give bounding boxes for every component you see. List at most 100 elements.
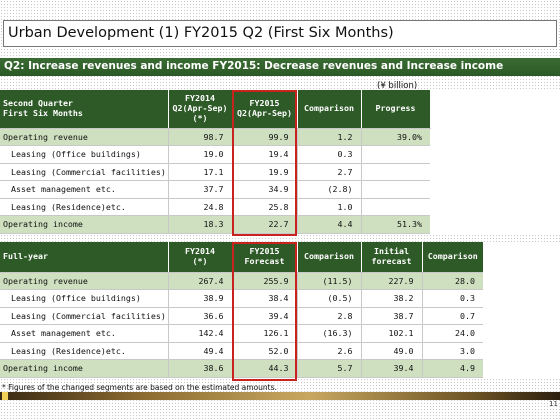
cell-fy2014: 17.1 bbox=[167, 163, 232, 181]
cell-progress bbox=[360, 145, 430, 164]
row-label: Operating revenue bbox=[0, 272, 168, 290]
cell-initial: 38.2 bbox=[360, 289, 422, 308]
row-label: Asset management etc. bbox=[0, 180, 168, 199]
gold-accent-square bbox=[2, 392, 8, 400]
full-year-table: Full-year FY2014 (*) FY2015 Forecast Compar… bbox=[0, 242, 560, 378]
q2-table-row: Leasing (Office buildings) 19.0 19.4 0.3 bbox=[0, 145, 560, 164]
banner-text: Q2: Increase revenues and income FY2015:… bbox=[4, 60, 504, 72]
row-label: Asset management etc. bbox=[0, 324, 168, 343]
row-label: Operating income bbox=[0, 215, 168, 234]
cell-progress bbox=[360, 198, 430, 216]
fy-header-cell: Comparison bbox=[421, 242, 483, 273]
cell-fy2014: 142.4 bbox=[167, 324, 232, 343]
fy-header-cell: FY2014 (*) bbox=[167, 242, 232, 273]
cell-fy2014: 98.7 bbox=[167, 128, 232, 146]
q2-table-row: Operating income 18.3 22.7 4.4 51.3% bbox=[0, 215, 560, 234]
cell-comparison: 2.6 bbox=[296, 342, 361, 360]
cell-comparison2: 0.3 bbox=[421, 289, 483, 308]
fy2015-q2-highlight-box bbox=[232, 90, 297, 236]
cell-fy2014: 267.4 bbox=[167, 272, 232, 290]
row-label: Leasing (Office buildings) bbox=[0, 289, 168, 308]
q2-header-cell: Second Quarter First Six Months bbox=[0, 90, 168, 129]
row-label: Leasing (Commercial facilities) bbox=[0, 163, 168, 181]
row-label: Leasing (Office buildings) bbox=[0, 145, 168, 164]
cell-comparison: 1.2 bbox=[296, 128, 361, 146]
cell-fy2014: 37.7 bbox=[167, 180, 232, 199]
fy-header-cell: Initial forecast bbox=[360, 242, 422, 273]
cell-comparison: (16.3) bbox=[296, 324, 361, 343]
cell-initial: 102.1 bbox=[360, 324, 422, 343]
cell-comparison2: 3.0 bbox=[421, 342, 483, 360]
cell-comparison: 4.4 bbox=[296, 215, 361, 234]
fy2015-forecast-highlight-box bbox=[232, 242, 297, 381]
cell-comparison2: 0.7 bbox=[421, 307, 483, 325]
cell-progress: 39.0% bbox=[360, 128, 430, 146]
fy-table-row: Operating income 38.6 44.3 5.7 39.4 4.9 bbox=[0, 359, 560, 378]
cell-fy2014: 38.9 bbox=[167, 289, 232, 308]
cell-progress bbox=[360, 163, 430, 181]
fy-header-cell: Full-year bbox=[0, 242, 168, 273]
fy-header-cell: Comparison bbox=[296, 242, 361, 273]
cell-progress bbox=[360, 180, 430, 199]
row-spacer bbox=[430, 198, 560, 216]
q2-header-cell: FY2015 Q2(Apr-Sep) bbox=[231, 90, 297, 129]
cell-fy2015: 22.7 bbox=[231, 215, 297, 234]
cell-initial: 227.9 bbox=[360, 272, 422, 290]
cell-fy2014: 38.6 bbox=[167, 359, 232, 378]
row-spacer bbox=[430, 181, 560, 199]
row-label: Leasing (Residence)etc. bbox=[0, 342, 168, 360]
section-banner: Q2: Increase revenues and income FY2015:… bbox=[0, 58, 560, 76]
cell-progress: 51.3% bbox=[360, 215, 430, 234]
row-label: Operating income bbox=[0, 359, 168, 378]
row-label: Operating revenue bbox=[0, 128, 168, 146]
footnote: * Figures of the changed segments are ba… bbox=[2, 383, 277, 392]
q2-header-row: Second Quarter First Six Months FY2014 Q2… bbox=[0, 90, 560, 129]
row-label: Leasing (Commercial facilities) bbox=[0, 307, 168, 325]
cell-fy2015: 255.9 bbox=[231, 272, 297, 290]
cell-comparison: 5.7 bbox=[296, 359, 361, 378]
cell-initial: 39.4 bbox=[360, 359, 422, 378]
q2-table-row: Leasing (Commercial facilities) 17.1 19.9 2… bbox=[0, 163, 560, 181]
cell-comparison: 0.3 bbox=[296, 145, 361, 164]
row-spacer bbox=[430, 216, 560, 234]
cell-fy2014: 49.4 bbox=[167, 342, 232, 360]
cell-fy2014: 36.6 bbox=[167, 307, 232, 325]
fy-table-row: Leasing (Residence)etc. 49.4 52.0 2.6 49.0 3.… bbox=[0, 342, 560, 360]
row-spacer bbox=[430, 163, 560, 181]
cell-comparison: (0.5) bbox=[296, 289, 361, 308]
cell-fy2014: 18.3 bbox=[167, 215, 232, 234]
q2-table-row: Asset management etc. 37.7 34.9 (2.8) bbox=[0, 180, 560, 199]
slide-title-box: Urban Development (1) FY2015 Q2 (First S… bbox=[3, 20, 557, 47]
slide-title: Urban Development (1) FY2015 Q2 (First S… bbox=[8, 25, 394, 41]
fy-table-row: Asset management etc. 142.4 126.1 (16.3) 102… bbox=[0, 324, 560, 343]
page-number: 11 bbox=[549, 400, 558, 408]
q2-results-table: Second Quarter First Six Months FY2014 Q2… bbox=[0, 90, 560, 234]
q2-header-cell: Progress bbox=[360, 90, 430, 129]
bottom-decorative-bar bbox=[0, 392, 560, 400]
q2-header-spacer bbox=[429, 90, 560, 128]
fy-table-row: Leasing (Commercial facilities) 36.6 39.4 2… bbox=[0, 307, 560, 325]
unit-note: (¥ billion) bbox=[377, 81, 418, 91]
cell-comparison: 1.0 bbox=[296, 198, 361, 216]
cell-comparison: 2.8 bbox=[296, 307, 361, 325]
full-year-header-row: Full-year FY2014 (*) FY2015 Forecast Compar… bbox=[0, 242, 560, 273]
cell-comparison: (2.8) bbox=[296, 180, 361, 199]
cell-fy2014: 19.0 bbox=[167, 145, 232, 164]
row-spacer bbox=[430, 146, 560, 164]
row-spacer bbox=[430, 128, 560, 146]
fy-table-row: Leasing (Office buildings) 38.9 38.4 (0.5) 3… bbox=[0, 289, 560, 308]
fy-table-row: Operating revenue 267.4 255.9 (11.5) 227.9 28… bbox=[0, 272, 560, 290]
cell-comparison2: 4.9 bbox=[421, 359, 483, 378]
fy-header-cell: FY2015 Forecast bbox=[231, 242, 297, 273]
q2-header-cell: Comparison bbox=[296, 90, 361, 129]
cell-initial: 38.7 bbox=[360, 307, 422, 325]
cell-comparison: 2.7 bbox=[296, 163, 361, 181]
cell-comparison2: 24.0 bbox=[421, 324, 483, 343]
cell-fy2014: 24.8 bbox=[167, 198, 232, 216]
row-label: Leasing (Residence)etc. bbox=[0, 198, 168, 216]
q2-header-cell: FY2014 Q2(Apr-Sep) (*) bbox=[167, 90, 232, 129]
cell-initial: 49.0 bbox=[360, 342, 422, 360]
cell-comparison2: 28.0 bbox=[421, 272, 483, 290]
cell-fy2015: 44.3 bbox=[231, 359, 297, 378]
cell-comparison: (11.5) bbox=[296, 272, 361, 290]
